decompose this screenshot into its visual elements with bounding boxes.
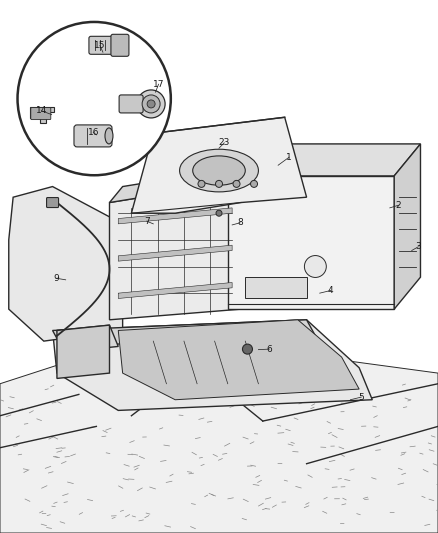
Polygon shape bbox=[53, 320, 315, 346]
Polygon shape bbox=[118, 245, 232, 261]
Text: 6: 6 bbox=[266, 345, 272, 353]
Polygon shape bbox=[118, 208, 232, 224]
Polygon shape bbox=[245, 277, 307, 298]
Ellipse shape bbox=[193, 156, 245, 185]
Ellipse shape bbox=[180, 149, 258, 192]
Text: 2: 2 bbox=[396, 201, 401, 209]
Polygon shape bbox=[118, 320, 359, 400]
Polygon shape bbox=[394, 144, 420, 309]
Polygon shape bbox=[110, 181, 241, 320]
Circle shape bbox=[215, 180, 223, 188]
Circle shape bbox=[147, 100, 155, 108]
Circle shape bbox=[251, 180, 258, 188]
Text: 14: 14 bbox=[36, 107, 47, 115]
FancyBboxPatch shape bbox=[89, 36, 115, 54]
Text: 15: 15 bbox=[94, 41, 106, 50]
Circle shape bbox=[137, 90, 165, 118]
Polygon shape bbox=[9, 187, 123, 341]
Text: 9: 9 bbox=[53, 274, 59, 282]
Polygon shape bbox=[118, 282, 232, 298]
Text: 17: 17 bbox=[153, 80, 164, 88]
Text: 3: 3 bbox=[415, 243, 421, 251]
Text: 7: 7 bbox=[144, 217, 150, 225]
Circle shape bbox=[216, 210, 222, 216]
FancyBboxPatch shape bbox=[46, 198, 59, 207]
Circle shape bbox=[304, 255, 326, 278]
FancyBboxPatch shape bbox=[119, 95, 143, 113]
Polygon shape bbox=[228, 176, 394, 309]
FancyBboxPatch shape bbox=[111, 34, 129, 56]
Ellipse shape bbox=[105, 128, 113, 144]
Polygon shape bbox=[53, 320, 372, 410]
Circle shape bbox=[243, 344, 252, 354]
Polygon shape bbox=[57, 325, 118, 352]
Polygon shape bbox=[131, 117, 307, 213]
Text: 1: 1 bbox=[286, 153, 292, 161]
Polygon shape bbox=[0, 346, 438, 533]
Text: 4: 4 bbox=[328, 286, 333, 295]
Circle shape bbox=[233, 180, 240, 188]
Text: 16: 16 bbox=[88, 128, 99, 136]
Polygon shape bbox=[228, 144, 420, 176]
Text: 23: 23 bbox=[219, 139, 230, 147]
Circle shape bbox=[18, 22, 171, 175]
Polygon shape bbox=[30, 107, 54, 123]
Circle shape bbox=[198, 180, 205, 188]
Text: 8: 8 bbox=[237, 219, 243, 227]
Text: 5: 5 bbox=[358, 393, 364, 401]
Circle shape bbox=[142, 95, 160, 113]
Polygon shape bbox=[57, 325, 110, 378]
FancyBboxPatch shape bbox=[31, 108, 51, 119]
FancyBboxPatch shape bbox=[74, 125, 112, 147]
Polygon shape bbox=[110, 165, 254, 203]
